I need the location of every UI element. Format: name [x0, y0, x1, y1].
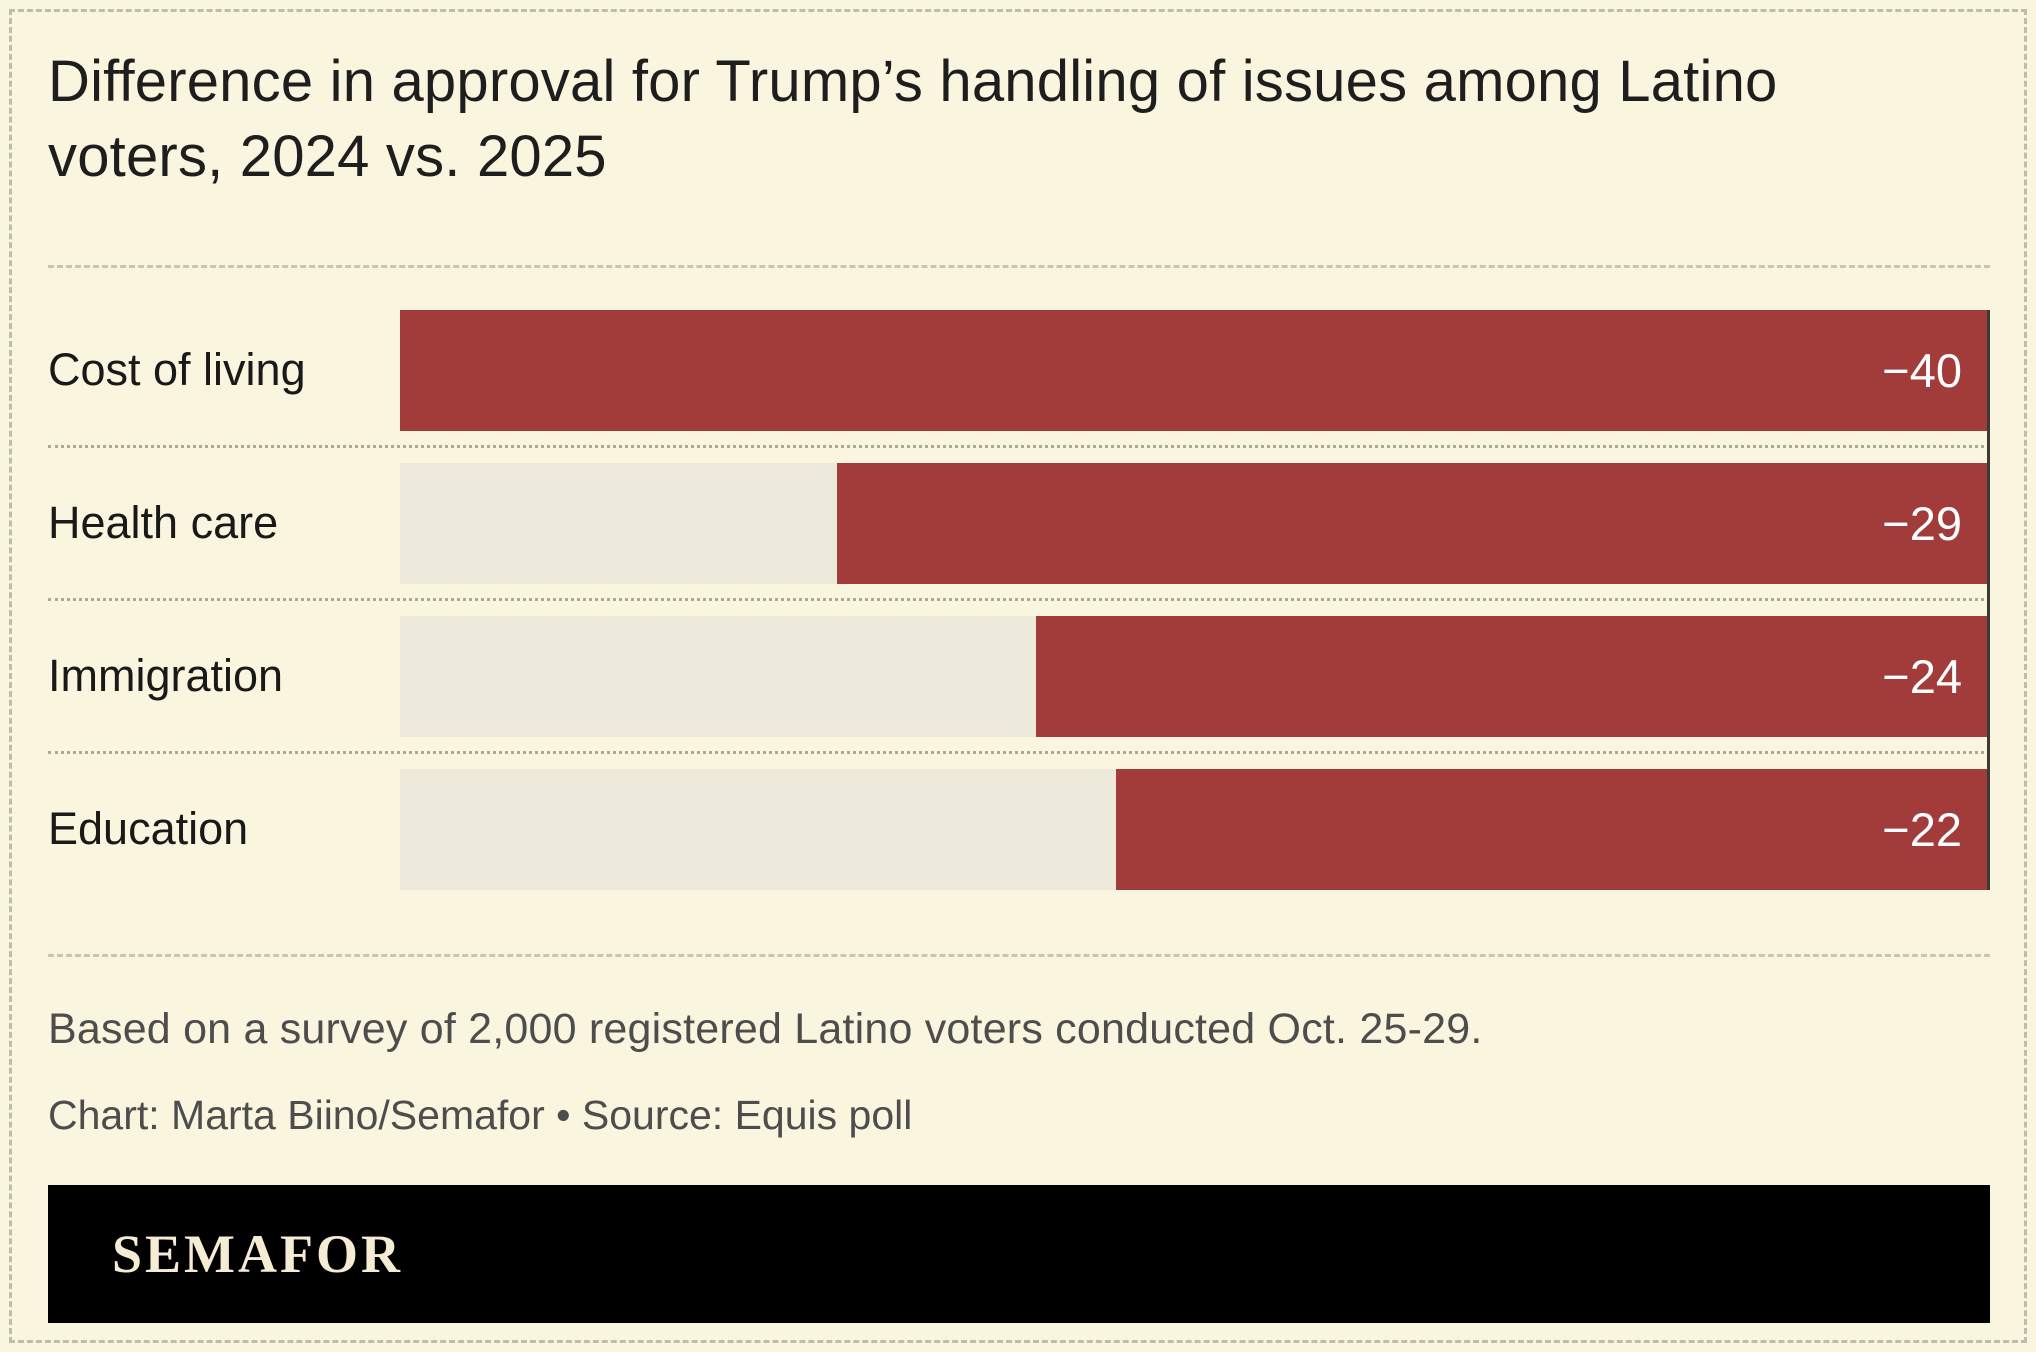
- category-label: Education: [48, 803, 249, 855]
- chart-row: Education −22: [48, 768, 1990, 890]
- bar-value-label: −29: [1882, 496, 1962, 550]
- chart-row: Immigration −24: [48, 615, 1990, 737]
- category-label: Health care: [48, 497, 279, 549]
- row-separator: [48, 750, 1990, 754]
- chart-title: Difference in approval for Trump’s handl…: [48, 49, 1778, 190]
- survey-note: Based on a survey of 2,000 registered La…: [48, 1004, 1483, 1053]
- bar-value-label: −40: [1882, 343, 1962, 397]
- bar-track: −22: [400, 768, 1990, 890]
- bar-fill: −29: [837, 462, 1990, 584]
- bar-track: −29: [400, 462, 1990, 584]
- bar-track: −24: [400, 615, 1990, 737]
- chart-row: Health care −29: [48, 462, 1990, 584]
- bar-fill: −24: [1036, 615, 1990, 737]
- bottom-separator: [48, 953, 1990, 957]
- row-separator: [48, 444, 1990, 448]
- bar-value-label: −24: [1882, 649, 1962, 703]
- zero-axis-line: [1987, 309, 1990, 890]
- chart-credit: Chart: Marta Biino/Semafor • Source: Equ…: [48, 1091, 913, 1138]
- bar-value-label: −22: [1882, 802, 1962, 856]
- category-label: Immigration: [48, 650, 284, 702]
- bar-track: −40: [400, 309, 1990, 431]
- bar-fill: −22: [1115, 768, 1990, 890]
- bar-fill: −40: [400, 309, 1990, 431]
- category-label: Cost of living: [48, 344, 306, 396]
- chart-row: Cost of living −40: [48, 309, 1990, 431]
- row-separator: [48, 597, 1990, 601]
- semafor-logo: SEMAFOR: [112, 1223, 403, 1284]
- chart-content: Difference in approval for Trump’s handl…: [48, 0, 1990, 1323]
- top-separator: [48, 264, 1990, 268]
- footer-brand-bar: SEMAFOR: [48, 1184, 1990, 1323]
- bar-chart: Cost of living −40 Health care −29: [48, 309, 1990, 890]
